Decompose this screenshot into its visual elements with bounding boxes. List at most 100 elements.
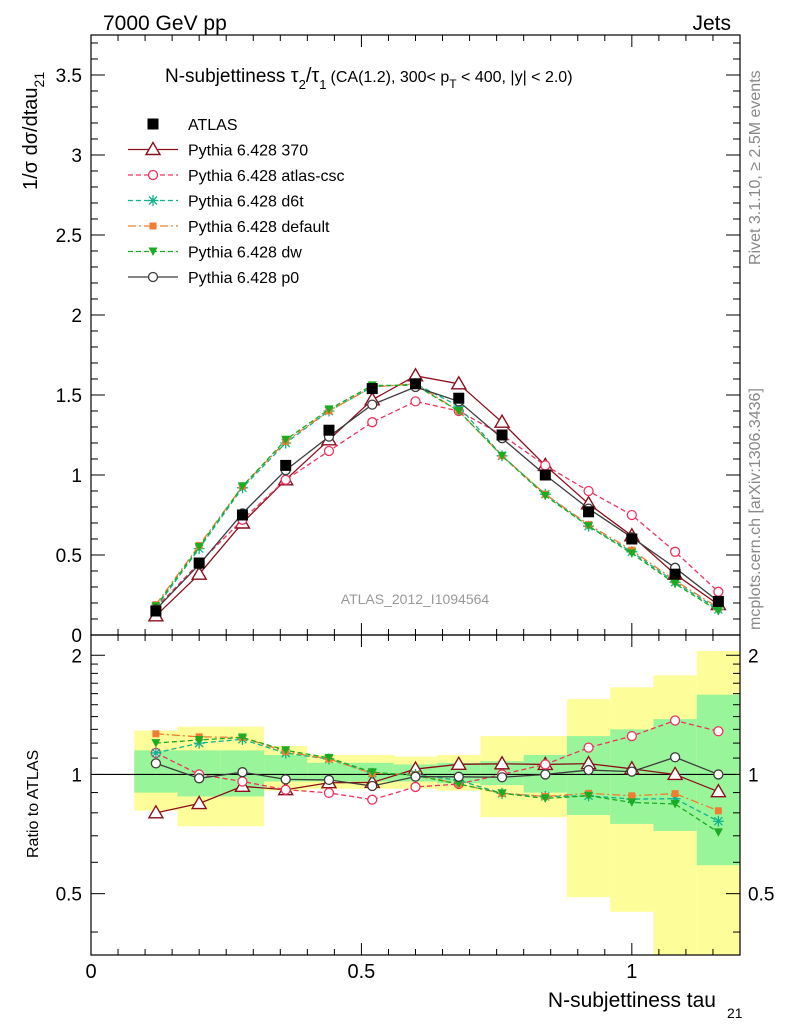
- y-axis-label-sub: 21: [31, 72, 47, 88]
- series-6-line: [155, 386, 719, 610]
- y-tick-label: 1: [71, 466, 82, 487]
- series-6-ratio-point: [367, 780, 378, 792]
- atlas-data-point: [410, 378, 421, 390]
- series-2-ratio-point: [583, 742, 594, 753]
- title-sub2: 2: [299, 77, 306, 92]
- series-5-point: [194, 543, 204, 552]
- series-6-ratio-point: [150, 758, 162, 769]
- atlas-data-point: [496, 429, 508, 441]
- series-5-point: [670, 579, 680, 589]
- series-1-ratio-point: [666, 766, 684, 781]
- title-tau2: τ: [291, 65, 299, 87]
- x-axis-label-sub: 21: [727, 1005, 743, 1021]
- series-5-ratio-point: [627, 798, 637, 807]
- series-2-ratio-point: [410, 781, 421, 793]
- series-5-ratio-line: [155, 736, 719, 833]
- series-2-point: [713, 586, 724, 597]
- atlas-data-point: [366, 383, 378, 395]
- series-6-ratio-point: [410, 771, 421, 782]
- series-5-ratio-point: [324, 753, 334, 763]
- legend-label: Pythia 6.428 p0: [188, 270, 299, 287]
- series-5-ratio-point: [713, 828, 723, 837]
- series-5-ratio-point: [540, 794, 550, 803]
- series-3-ratio-point: [669, 793, 681, 805]
- atlas-data-point: [539, 469, 551, 481]
- y-tick-label: 1.5: [56, 386, 82, 407]
- series-1-point: [450, 375, 467, 390]
- series-6-ratio-point: [453, 771, 464, 782]
- legend-label: Pythia 6.428 dw: [188, 245, 302, 262]
- series-5-ratio-point: [584, 791, 594, 801]
- rivet-note: Rivet 3.1.10, ≥ 2.5M events: [747, 70, 764, 265]
- series-5-point: [497, 451, 507, 461]
- series-4-ratio-point: [714, 807, 722, 815]
- atlas-data-point: [280, 459, 292, 471]
- title-slash: /: [306, 65, 312, 87]
- series-5-ratio-point: [670, 800, 680, 809]
- series-4-ratio-point: [671, 790, 679, 798]
- y-tick-label: 2: [71, 306, 82, 327]
- series-2-ratio-point: [280, 784, 291, 795]
- series-4-ratio-point: [628, 792, 636, 800]
- series-6-ratio-point: [626, 766, 637, 777]
- atlas-data-point: [626, 533, 638, 545]
- x-axis-label: N-subjettiness tau: [548, 989, 716, 1012]
- series-4-ratio-line: [155, 733, 719, 812]
- y-tick-label: 0.5: [56, 546, 82, 567]
- series-1-line: [155, 375, 719, 617]
- y-tick-label: 2.5: [56, 226, 82, 247]
- series-6-ratio-point: [583, 764, 594, 776]
- atlas-data-point: [453, 392, 465, 404]
- legend-label: Pythia 6.428 default: [188, 219, 330, 236]
- series-6-ratio-point: [323, 774, 335, 786]
- rivet-note-text: Rivet 3.1.10, ≥ 2.5M events: [747, 70, 764, 265]
- series-6-ratio-point: [237, 767, 248, 778]
- legend-label: ATLAS: [188, 117, 238, 134]
- y-axis-label-main: 1/σ dσ/dtau: [20, 87, 42, 190]
- series-5-point: [281, 435, 291, 445]
- series-2-line: [155, 400, 719, 609]
- series-3-ratio-point: [150, 747, 162, 759]
- title-sub1: 1: [319, 77, 326, 92]
- mcplots-note: mcplots.cern.ch [arXiv:1306.3436]: [747, 388, 764, 630]
- ratio-tick-label-right: 0.5: [748, 885, 774, 906]
- x-tick-label: 0.5: [348, 961, 376, 983]
- series-5-ratio-point: [237, 733, 247, 742]
- series-5-ratio-point: [151, 739, 161, 748]
- series-1-ratio-point: [493, 755, 511, 770]
- series-5-point: [584, 522, 594, 531]
- y-tick-label: 3.5: [56, 66, 82, 87]
- series-5-point: [627, 549, 637, 558]
- series-1-ratio-point: [147, 804, 165, 819]
- atlas-data-point: [669, 568, 681, 580]
- x-tick-label: 0: [85, 961, 96, 983]
- atlas-data-point: [583, 506, 595, 518]
- series-6-ratio-point: [540, 769, 551, 780]
- atlas-data-point: [193, 557, 205, 569]
- atlas-data-point: [150, 605, 162, 617]
- series-2-point: [626, 509, 637, 521]
- series-2-point: [410, 396, 421, 407]
- series-1-point: [493, 413, 511, 428]
- atlas-data-point: [712, 595, 724, 607]
- series-2-ratio-point: [237, 776, 248, 787]
- series-5-ratio-point: [281, 746, 291, 755]
- title-tau1: τ: [311, 65, 319, 87]
- x-tick-label: 1: [626, 961, 637, 983]
- legend-label: Pythia 6.428 d6t: [188, 194, 304, 211]
- series-2-ratio-line: [155, 719, 719, 801]
- ratio-tick-label: 1: [71, 765, 82, 786]
- series-1-ratio-point: [450, 755, 467, 771]
- series-5-ratio-point: [454, 780, 464, 789]
- chart-title: N-subjettiness τ2/τ1 (CA(1.2), 300< pT < …: [165, 65, 573, 92]
- legend-marker: [147, 271, 159, 283]
- analysis-watermark: ATLAS_2012_I1094564: [341, 591, 490, 607]
- series-2-ratio-point: [713, 726, 724, 737]
- title-cut1: (CA(1.2), 300< p: [331, 69, 450, 86]
- series-2-ratio-point: [626, 730, 637, 742]
- series-6-ratio-line: [155, 756, 719, 787]
- series-5-point: [324, 405, 334, 414]
- legend-marker: [149, 222, 157, 230]
- series-2-point: [323, 445, 335, 457]
